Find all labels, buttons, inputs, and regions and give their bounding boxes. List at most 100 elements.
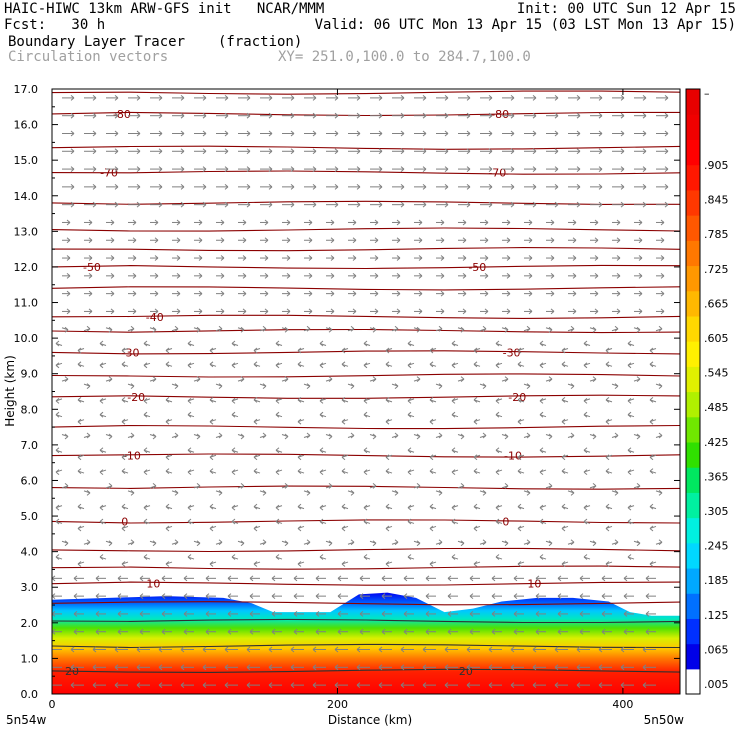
contour-line [52, 328, 680, 334]
vector-arrow-head [504, 326, 509, 333]
vector-arrow-head [293, 593, 298, 600]
vector-arrow-head [422, 183, 427, 190]
vector-arrow-head [510, 664, 515, 671]
vector-arrow-head [462, 219, 467, 226]
vector-arrow-head [539, 504, 544, 511]
contour-line [52, 314, 680, 319]
vector-arrow-head [158, 95, 163, 101]
vector-arrow-head [422, 112, 427, 119]
vector-arrow-head [152, 376, 157, 382]
vector-arrow-head [429, 397, 434, 403]
y-axis: 0.0 1.0 2.0 3.0 4.0 5.0 6.0 7.0 8.0 9.0 10.0 11.0 12… [14, 83, 680, 701]
vector-arrow-head [550, 290, 555, 297]
vector-arrow-head [374, 237, 379, 244]
y-tick-label: 16.0 [14, 119, 39, 132]
vector-arrow-head [209, 397, 214, 403]
vector-arrow-head [664, 95, 669, 101]
contour-line [52, 394, 680, 399]
contour-label: -50 [468, 261, 486, 274]
vector-arrow-head [66, 219, 71, 226]
contour-label: -10 [123, 450, 141, 463]
contour-label: -80 [491, 108, 509, 121]
vector-arrow-head [528, 308, 533, 315]
vector-arrow-head [363, 411, 368, 418]
vector-arrow-head [605, 525, 610, 532]
vector-arrow-head [64, 482, 69, 489]
vector-arrow-head [341, 503, 346, 510]
vector-arrow-head [444, 95, 449, 101]
vector-arrow-head [337, 593, 342, 600]
vector-arrow-head [114, 682, 119, 688]
vector-arrow-head [114, 664, 119, 671]
vector-arrow-head [95, 593, 100, 600]
vector-arrow-head [469, 628, 474, 635]
vector-arrow-head [513, 575, 518, 582]
vector-arrow-head [469, 575, 474, 582]
vector-arrow-head [55, 340, 60, 347]
vector-arrow-head [132, 219, 137, 226]
vector-arrow-head [572, 308, 577, 315]
y-tick-label: 17.0 [14, 83, 39, 96]
vector-arrow-head [664, 112, 669, 119]
vector-arrow-head [539, 398, 544, 404]
vector-arrow-head [136, 148, 141, 155]
y-tick-label: 8.0 [21, 403, 39, 416]
vector-arrow-head [77, 454, 82, 461]
vector-arrow-head [579, 611, 584, 617]
vector-arrow-head [77, 418, 82, 425]
vector-arrow-head [645, 593, 650, 600]
vector-arrow-head [246, 166, 251, 172]
colorbar-swatch [686, 618, 700, 645]
vector-arrow-head [526, 432, 531, 439]
vector-arrow-head [319, 362, 324, 369]
vector-arrow-head [114, 201, 119, 208]
vector-arrow-head [517, 561, 522, 567]
vector-arrow-head [271, 628, 276, 635]
vector-arrow-head [224, 148, 229, 155]
vector-arrow-head [418, 308, 423, 315]
vector-arrow-head [636, 482, 641, 489]
vector-arrow-head [176, 219, 181, 226]
vector-arrow-head [407, 518, 412, 525]
vector-arrow-head [154, 237, 159, 244]
vector-arrow-head [513, 628, 518, 635]
vector-arrow-head [491, 575, 496, 582]
vector-arrow-head [70, 646, 75, 653]
vector-arrow-head [583, 362, 588, 369]
vector-arrow-head [517, 468, 522, 474]
vector-arrow-head [440, 290, 445, 297]
vector-arrow-head [334, 148, 339, 155]
vector-arrow-head [627, 554, 632, 560]
vector-arrow-head [161, 575, 166, 582]
vector-arrow-head [330, 290, 335, 297]
vector-arrow-head [532, 646, 537, 653]
vector-arrow-head [416, 433, 421, 440]
vector-arrow-head [504, 376, 509, 382]
vector-arrow-head [246, 682, 251, 688]
vector-arrow-head [460, 326, 465, 333]
vector-arrow-head [187, 469, 192, 475]
vector-arrow-head [488, 682, 493, 688]
vector-arrow-head [224, 183, 229, 190]
vector-arrow-head [286, 308, 291, 315]
contour-label: -70 [488, 167, 506, 180]
vector-arrow-head [231, 362, 236, 369]
vector-arrow-head [202, 201, 207, 208]
vector-arrow-head [286, 272, 291, 279]
vector-arrow-head [242, 255, 247, 261]
vector-arrow-head [121, 468, 126, 474]
contour-label: 0 [121, 515, 128, 528]
vector-arrow-head [284, 326, 289, 333]
vector-arrow-head [535, 611, 540, 617]
vector-arrow-head [196, 376, 201, 382]
vector-arrow-head [620, 183, 625, 190]
vector-arrow-head [418, 219, 423, 226]
vector-arrow-head [158, 682, 163, 688]
vector-arrow-head [535, 628, 540, 635]
vector-arrow-head [583, 518, 588, 525]
vector-arrow-head [510, 183, 515, 190]
vector-arrow-head [180, 682, 185, 688]
vector-arrow-head [363, 554, 368, 560]
vector-arrow-head [319, 398, 324, 404]
vector-arrow-head [352, 308, 357, 315]
